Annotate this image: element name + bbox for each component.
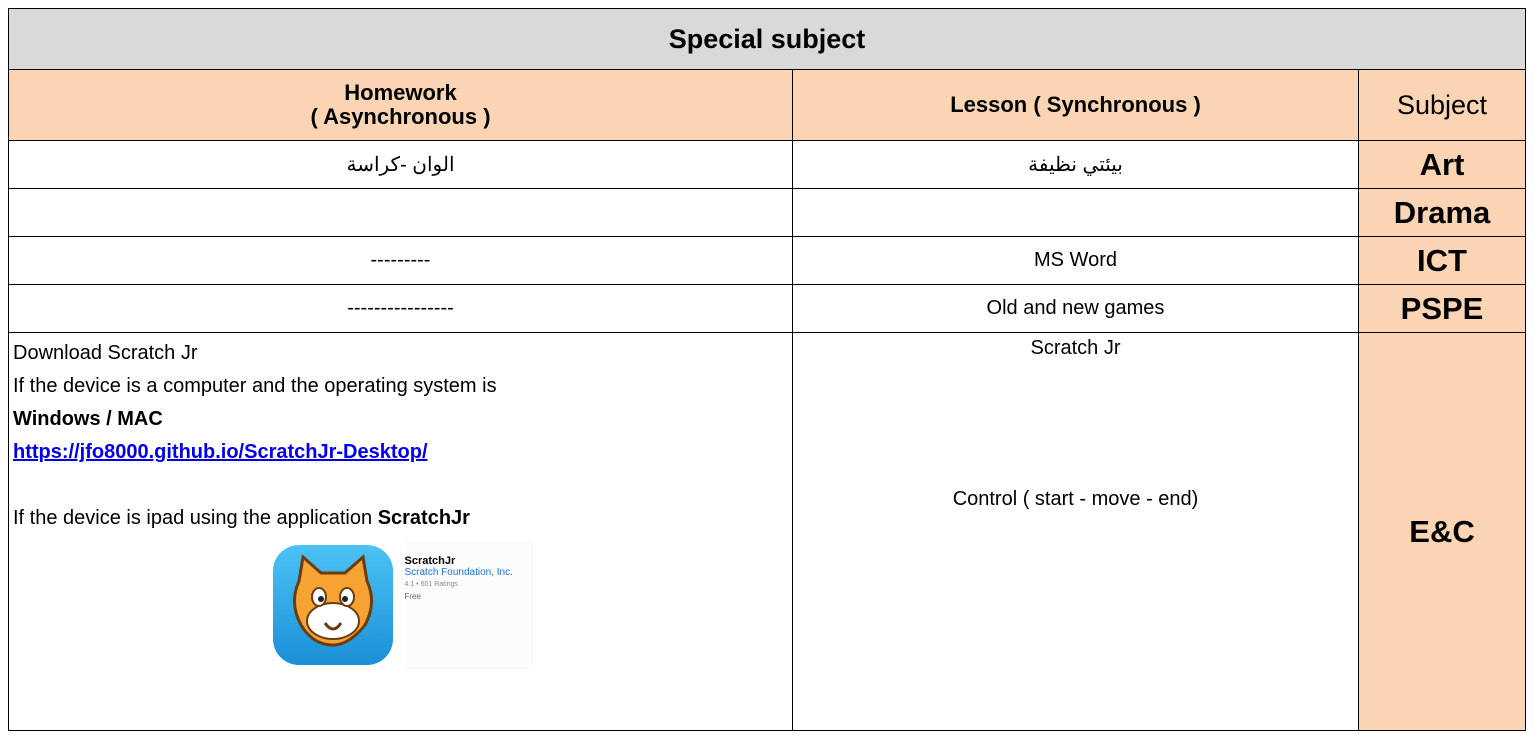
schedule-table: Special subject Homework( Asynchronous )… <box>8 8 1526 731</box>
app-rating: 4.1 • 601 Ratings <box>404 581 458 588</box>
text: If the device is ipad using the applicat… <box>13 507 373 529</box>
cell: Old and new games <box>792 284 1359 333</box>
cell: بيئتي نظيفة <box>792 140 1359 189</box>
row: --------- MS Word ICT <box>8 236 1526 285</box>
header-row: Homework( Asynchronous ) Lesson ( Synchr… <box>8 69 1526 141</box>
cell: --------- <box>8 236 793 285</box>
link[interactable]: https://jfo8000.github.io/ScratchJr-Desk… <box>13 441 428 463</box>
header-text: Homework <box>344 80 457 105</box>
header-text: ( Asynchronous ) <box>310 104 491 129</box>
app-info: ScratchJr Scratch Foundation, Inc. 4.1 •… <box>404 541 533 669</box>
link-line: https://jfo8000.github.io/ScratchJr-Desk… <box>13 436 788 469</box>
subject-cell: ICT <box>1358 236 1526 285</box>
row: Download Scratch Jr If the device is a c… <box>8 332 1526 731</box>
row: الوان -كراسة بيئتي نظيفة Art <box>8 140 1526 189</box>
app-icon <box>272 545 393 665</box>
header-cell: Lesson ( Synchronous ) <box>792 69 1359 141</box>
cell: Scratch Jr Control ( start - move - end) <box>792 332 1359 731</box>
subject-cell: PSPE <box>1358 284 1526 333</box>
row: ---------------- Old and new games PSPE <box>8 284 1526 333</box>
cell <box>792 188 1359 237</box>
title-row: Special subject <box>8 8 1526 70</box>
cell: ---------------- <box>8 284 793 333</box>
subject-cell: E&C <box>1358 332 1526 731</box>
table-title: Special subject <box>8 8 1526 70</box>
text: Windows / MAC <box>13 408 163 430</box>
cell <box>8 188 793 237</box>
app-price: Free <box>404 592 421 601</box>
cell: Download Scratch Jr If the device is a c… <box>8 332 793 731</box>
subject-cell: Drama <box>1358 188 1526 237</box>
subject-cell: Art <box>1358 140 1526 189</box>
row: Drama <box>8 188 1526 237</box>
text: Control ( start - move - end) <box>952 488 1199 510</box>
text: ScratchJr <box>377 507 470 529</box>
spacer <box>13 469 788 502</box>
app-publisher: Scratch Foundation, Inc. <box>404 567 513 578</box>
text: If the device is a computer and the oper… <box>13 375 497 397</box>
text-line: If the device is ipad using the applicat… <box>13 502 788 535</box>
text: Scratch Jr <box>1030 337 1121 359</box>
text: Download Scratch Jr <box>13 342 198 364</box>
app-card: ScratchJr Scratch Foundation, Inc. 4.1 •… <box>13 541 788 669</box>
app-name: ScratchJr <box>404 555 456 567</box>
cell: MS Word <box>792 236 1359 285</box>
header-cell: Subject <box>1358 69 1526 141</box>
cell: الوان -كراسة <box>8 140 793 189</box>
header-cell: Homework( Asynchronous ) <box>8 69 793 141</box>
